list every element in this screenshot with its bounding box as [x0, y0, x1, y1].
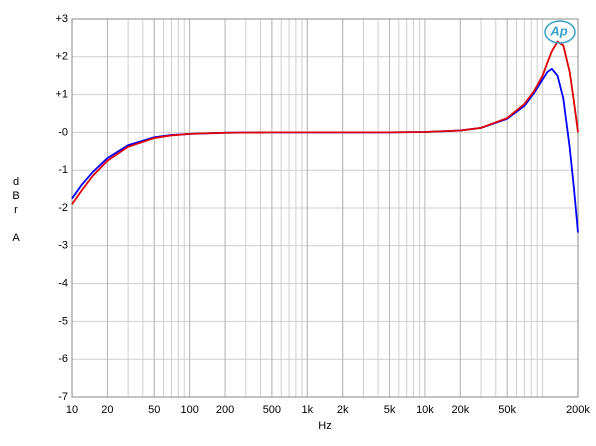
x-axis-label: Hz — [318, 420, 331, 432]
x-tick-label: 20k — [451, 404, 469, 416]
y-tick-label: +1 — [55, 89, 68, 101]
x-tick-label: 200k — [566, 404, 590, 416]
y-tick-label: -5 — [58, 315, 68, 327]
x-tick-label: 50 — [148, 404, 160, 416]
x-tick-label: 50k — [498, 404, 516, 416]
x-tick-label: 2k — [337, 404, 349, 416]
y-tick-label: +3 — [55, 13, 68, 25]
y-axis-label: dBr A — [10, 176, 22, 246]
y-tick-label: -4 — [58, 278, 68, 290]
series-line — [71, 40, 579, 205]
plot-frame — [71, 18, 579, 398]
x-tick-label: 1k — [301, 404, 313, 416]
logo-ring — [544, 20, 576, 44]
y-tick-label: -2 — [58, 202, 68, 214]
y-tick-label: +2 — [55, 51, 68, 63]
y-tick-label: -0 — [58, 126, 68, 138]
x-tick-label: 5k — [384, 404, 396, 416]
x-tick-label: 500 — [263, 404, 281, 416]
y-tick-label: -1 — [58, 164, 68, 176]
logo: Ap — [549, 23, 567, 38]
x-tick-label: 20 — [101, 404, 113, 416]
y-tick-label: -7 — [58, 391, 68, 403]
y-tick-label: -6 — [58, 353, 68, 365]
y-tick-label: -3 — [58, 240, 68, 252]
x-tick-label: 100 — [180, 404, 198, 416]
x-tick-label: 200 — [216, 404, 234, 416]
x-tick-label: 10k — [416, 404, 434, 416]
x-tick-label: 10 — [66, 404, 78, 416]
